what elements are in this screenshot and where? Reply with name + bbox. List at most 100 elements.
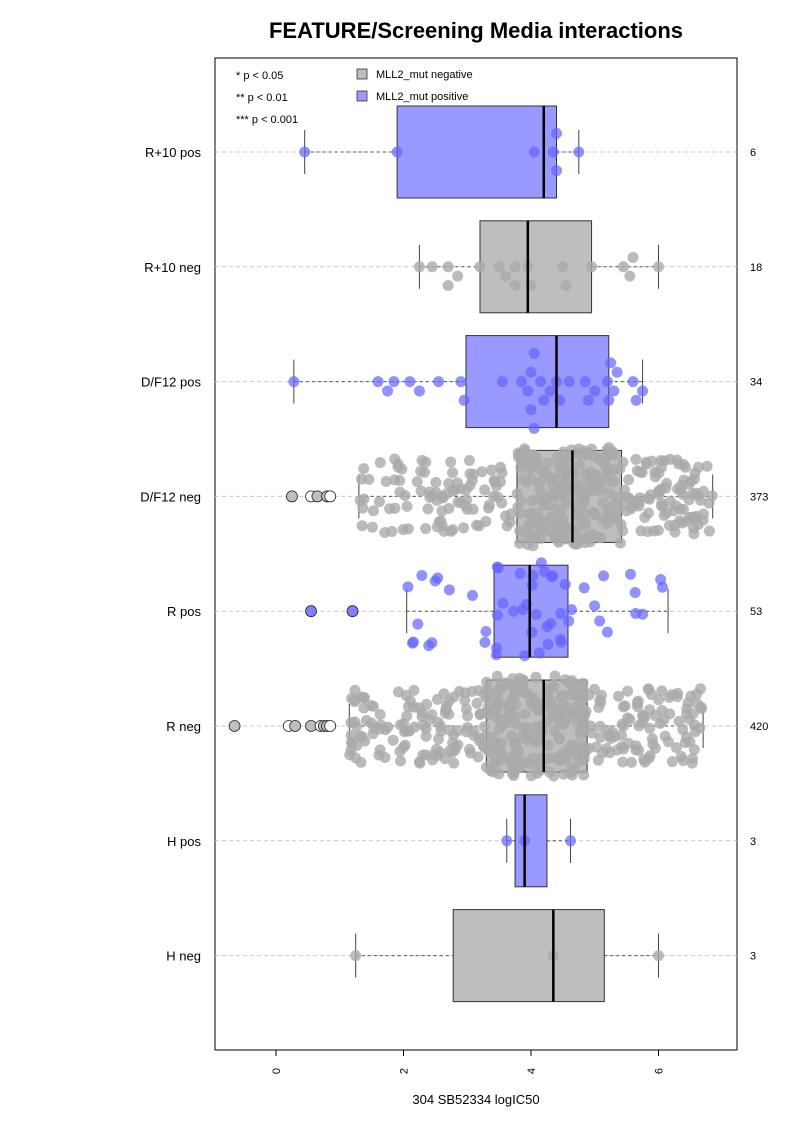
data-point [522, 385, 534, 397]
data-point [612, 690, 624, 702]
data-point [605, 357, 617, 369]
data-point [582, 394, 594, 406]
data-point [501, 835, 513, 847]
data-point [630, 453, 642, 465]
data-point [372, 376, 384, 388]
data-point [408, 684, 420, 696]
data-point [525, 366, 537, 378]
data-point [568, 764, 580, 776]
data-point [547, 679, 559, 691]
data-point [614, 537, 626, 549]
data-point [649, 710, 661, 722]
data-point [549, 670, 561, 682]
data-point [416, 455, 428, 467]
data-point [447, 467, 459, 479]
group-size-labels: 6 18 34 373 53 420 3 3 [750, 147, 768, 963]
data-point [697, 485, 709, 497]
data-point [412, 618, 424, 630]
data-point [637, 710, 649, 722]
data-point [678, 458, 690, 470]
data-point [404, 376, 416, 388]
data-point [547, 146, 559, 158]
data-point [555, 607, 567, 619]
data-point [560, 749, 572, 761]
data-point [503, 702, 515, 714]
data-point [563, 376, 575, 388]
data-point [404, 695, 416, 707]
data-point [533, 734, 545, 746]
data-point [603, 394, 615, 406]
data-point [675, 484, 687, 496]
data-point [418, 466, 430, 478]
data-point [505, 508, 517, 520]
data-point [633, 720, 645, 732]
data-point [512, 683, 524, 695]
data-point [514, 525, 526, 537]
outlier-point [289, 720, 302, 732]
data-point [622, 685, 634, 697]
data-point [559, 478, 571, 490]
data-point [519, 443, 531, 455]
data-point [411, 476, 423, 488]
data-point [514, 508, 526, 520]
data-point [388, 376, 400, 388]
group-size-label: 18 [750, 262, 762, 274]
data-point [617, 456, 629, 468]
data-point [413, 385, 425, 397]
data-point [545, 617, 557, 629]
data-point [433, 516, 445, 528]
data-point [619, 700, 631, 712]
data-point [530, 609, 542, 621]
data-point [515, 495, 527, 507]
data-point [367, 505, 379, 517]
data-point [426, 637, 438, 649]
data-point [653, 486, 665, 498]
data-point [625, 568, 637, 580]
data-point [523, 508, 535, 520]
data-point [675, 751, 687, 763]
data-point [531, 703, 543, 715]
data-point [392, 461, 404, 473]
data-point [608, 385, 620, 397]
data-point [288, 376, 300, 388]
group-size-label: 34 [750, 377, 762, 389]
data-point [373, 749, 385, 761]
group-size-label: 373 [750, 491, 768, 503]
data-point [610, 498, 622, 510]
data-point [402, 581, 414, 593]
data-point [683, 494, 695, 506]
x-axis-label: 304 SB52334 logIC50 [412, 1092, 539, 1107]
plot-frame [214, 57, 738, 1051]
data-point [493, 723, 505, 735]
data-point [530, 671, 542, 683]
data-point [455, 376, 467, 388]
data-point [538, 394, 550, 406]
data-point [695, 494, 707, 506]
data-point [515, 376, 527, 388]
data-point [426, 490, 438, 502]
data-point [530, 721, 542, 733]
data-point [420, 722, 432, 734]
y-tick-label: H neg [166, 949, 201, 964]
data-point [519, 708, 531, 720]
data-point [360, 714, 372, 726]
data-point [572, 686, 584, 698]
data-point [506, 767, 518, 779]
outlier-point [324, 490, 337, 503]
data-point [560, 280, 572, 291]
data-point [354, 495, 366, 507]
data-point [594, 731, 606, 743]
data-point [553, 733, 565, 745]
data-point [416, 711, 428, 723]
x-tick-label: 0 [271, 1068, 283, 1074]
data-point [549, 502, 561, 514]
legend: MLL2_mut negative MLL2_mut positive [356, 68, 473, 103]
data-point [483, 499, 495, 511]
data-point [542, 739, 554, 751]
data-point [432, 572, 444, 584]
data-point [540, 491, 552, 503]
data-point [652, 524, 664, 536]
data-point [551, 127, 562, 139]
data-point [491, 609, 503, 621]
data-point [458, 394, 470, 406]
